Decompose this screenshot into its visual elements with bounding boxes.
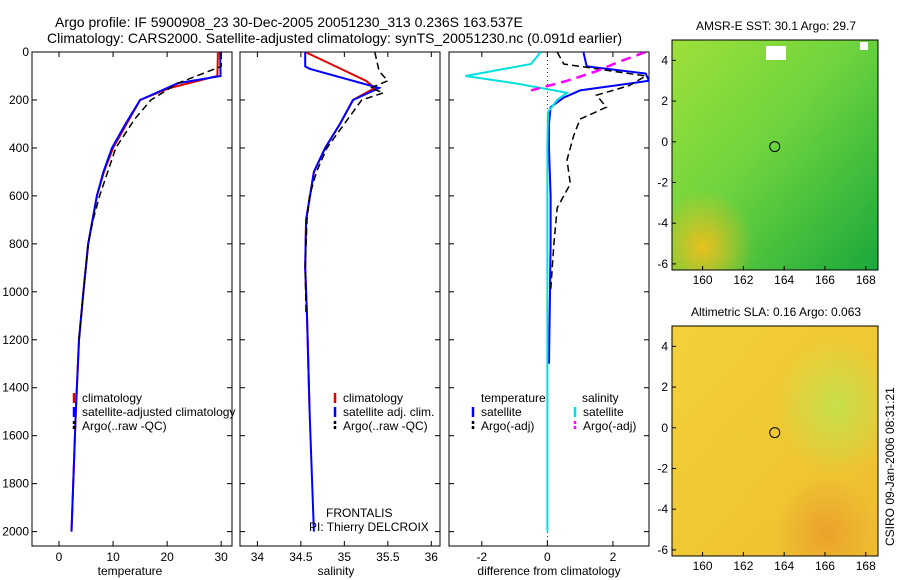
map-y-tick-label: 2 (661, 380, 668, 394)
salinity-panel: 34 34.5 35 35.5 36 salinity climatologysatel… (239, 51, 441, 578)
temperature-ticks: 0 10 20 30 0 200 400 600 800 1000 1200 1400 1600 1800… (2, 45, 232, 564)
salinity-axis-label: salinity (318, 564, 355, 578)
map-x-tick-label: 162 (733, 559, 753, 573)
map-y-tick-label: 2 (661, 94, 668, 108)
difference-legend: temperature salinitysatelliteArgo(-adj)sa… (471, 391, 636, 433)
credits-line-1: FRONTALIS (326, 506, 392, 520)
y-tick-label: 1400 (2, 381, 29, 395)
legend-entry-label: satellite (481, 405, 522, 419)
x-tick-label: 34.5 (289, 550, 313, 564)
sst-map-ticks: 160 162 164 166 168 -6 -4 -2 0 2 4 (657, 53, 876, 287)
difference-ticks: -2 0 2 (449, 51, 649, 564)
salinity-lines (304, 52, 390, 532)
x-tick-label: -2 (476, 550, 487, 564)
salinity-plot-frame (239, 51, 441, 547)
x-tick-label: 35.5 (376, 550, 400, 564)
map-y-tick-label: -2 (657, 175, 668, 189)
map-y-tick-label: -6 (657, 257, 668, 271)
y-tick-label: 0 (22, 45, 29, 59)
sla-map-panel: Altimetric SLA: 0.16 Argo: 0.063 160 162 1… (657, 305, 879, 573)
x-tick-label: 30 (215, 550, 229, 564)
map-y-tick-label: -6 (657, 543, 668, 557)
x-tick-label: 36 (425, 550, 439, 564)
credits-line-2: PI: Thierry DELCROIX (309, 520, 429, 534)
legend-entry-label: Argo(..raw -QC) (343, 419, 428, 433)
x-tick-label: 0 (56, 550, 63, 564)
x-tick-label: 2 (610, 550, 617, 564)
sst-map-missing-patch (860, 42, 868, 50)
map-y-tick-label: 0 (661, 135, 668, 149)
sla-map-float-marker (769, 427, 781, 439)
map-y-tick-label: 4 (661, 53, 668, 67)
y-tick-label: 1800 (2, 477, 29, 491)
map-y-tick-label: -2 (657, 461, 668, 475)
map-y-tick-label: 4 (661, 339, 668, 353)
legend-entry-label: satellite adj. clim. (343, 405, 434, 419)
series-line-argo-adj (549, 52, 648, 292)
sst-map-missing-patch (766, 46, 786, 60)
series-line-satellite-adj-clim (304, 52, 383, 532)
y-tick-label: 800 (9, 237, 29, 251)
sst-map-float-marker (769, 141, 781, 153)
y-tick-label: 1000 (2, 285, 29, 299)
map-x-tick-label: 168 (856, 273, 876, 287)
legend-entry-label: climatology (82, 391, 142, 405)
sla-map-ticks: 160 162 164 166 168 -6 -4 -2 0 2 4 (657, 339, 876, 573)
y-tick-label: 400 (9, 141, 29, 155)
map-y-tick-label: -4 (657, 502, 668, 516)
legend-entry-label: Argo(-adj) (481, 419, 534, 433)
y-tick-label: 1200 (2, 333, 29, 347)
map-x-tick-label: 162 (733, 273, 753, 287)
sst-map-frame (671, 39, 879, 271)
legend-group-title: salinity (582, 391, 619, 405)
legend-entry-label: satellite-adjusted climatology (82, 405, 235, 419)
legend-entry-label: Argo(-adj) (583, 419, 636, 433)
series-line-satellite (465, 52, 570, 532)
map-y-tick-label: 0 (661, 421, 668, 435)
header-line-2: Climatology: CARS2000. Satellite-adjuste… (47, 30, 622, 46)
x-tick-label: 35 (338, 550, 352, 564)
map-y-tick-label: -4 (657, 216, 668, 230)
temperature-plot-frame (31, 51, 233, 547)
temperature-lines (70, 52, 222, 532)
temperature-panel: 0 10 20 30 0 200 400 600 800 1000 1200 1400 1600 1800… (2, 45, 235, 578)
legend-group-title: temperature (481, 391, 546, 405)
sla-map-orange-patch (672, 326, 878, 556)
y-tick-label: 200 (9, 93, 29, 107)
legend-entry-label: satellite (583, 405, 624, 419)
y-tick-label: 2000 (2, 525, 29, 539)
sst-map-panel: AMSR-E SST: 30.1 Argo: 29.7 160 162 164 166… (657, 19, 879, 287)
y-tick-label: 1600 (2, 429, 29, 443)
map-x-tick-label: 164 (774, 273, 794, 287)
side-timestamp-label: CSIRO 09-Jan-2006 08:31:21 (883, 387, 897, 546)
map-x-tick-label: 164 (774, 559, 794, 573)
y-tick-label: 600 (9, 189, 29, 203)
map-x-tick-label: 166 (815, 273, 835, 287)
sst-map-title: AMSR-E SST: 30.1 Argo: 29.7 (696, 19, 856, 33)
sst-map-warm-patch (672, 40, 878, 270)
map-x-tick-label: 160 (693, 273, 713, 287)
map-x-tick-label: 168 (856, 559, 876, 573)
map-x-tick-label: 166 (815, 559, 835, 573)
header-line-1: Argo profile: IF 5900908_23 30-Dec-2005 … (55, 14, 523, 30)
x-tick-label: 0 (544, 550, 551, 564)
difference-lines (465, 52, 649, 546)
salinity-ticks: 34 34.5 35 35.5 36 (240, 51, 440, 564)
sla-map-frame (671, 325, 879, 557)
legend-entry-label: climatology (343, 391, 403, 405)
difference-panel: -2 0 2 difference from climatology tempera… (448, 51, 650, 578)
x-tick-label: 34 (251, 550, 265, 564)
x-tick-label: 10 (106, 550, 120, 564)
sla-map-title: Altimetric SLA: 0.16 Argo: 0.063 (691, 305, 861, 319)
series-line-argo-raw-qc (304, 52, 390, 316)
temperature-axis-label: temperature (98, 564, 163, 578)
series-line-argo-adj (530, 52, 647, 92)
difference-axis-label: difference from climatology (477, 564, 620, 578)
map-x-tick-label: 160 (693, 559, 713, 573)
x-tick-label: 20 (160, 550, 174, 564)
legend-entry-label: Argo(..raw -QC) (82, 419, 167, 433)
